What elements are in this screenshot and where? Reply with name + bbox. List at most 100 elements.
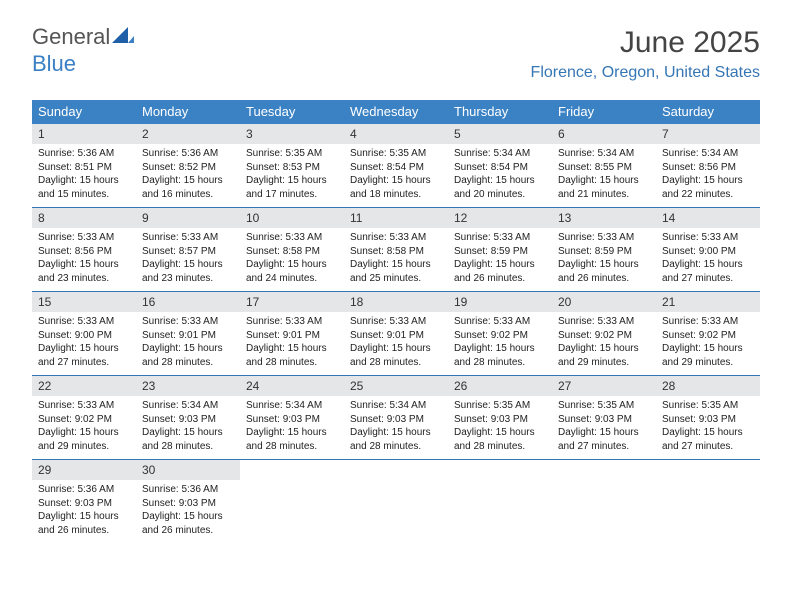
day-details: Sunrise: 5:36 AMSunset: 9:03 PMDaylight:…: [32, 480, 136, 537]
calendar-day: 1Sunrise: 5:36 AMSunset: 8:51 PMDaylight…: [32, 124, 136, 207]
day-number: 3: [240, 124, 344, 144]
day-details: Sunrise: 5:33 AMSunset: 9:02 PMDaylight:…: [448, 312, 552, 369]
calendar-day: 15Sunrise: 5:33 AMSunset: 9:00 PMDayligh…: [32, 292, 136, 375]
calendar-day: [448, 460, 552, 543]
page-title: June 2025: [620, 26, 760, 60]
logo-text-2: Blue: [32, 51, 76, 76]
day-details: Sunrise: 5:33 AMSunset: 8:56 PMDaylight:…: [32, 228, 136, 285]
calendar-day: [240, 460, 344, 543]
day-details: Sunrise: 5:35 AMSunset: 9:03 PMDaylight:…: [448, 396, 552, 453]
logo: General Blue: [32, 24, 134, 77]
day-number: 13: [552, 208, 656, 228]
day-details: Sunrise: 5:36 AMSunset: 9:03 PMDaylight:…: [136, 480, 240, 537]
day-details: Sunrise: 5:33 AMSunset: 9:00 PMDaylight:…: [32, 312, 136, 369]
calendar-day: 2Sunrise: 5:36 AMSunset: 8:52 PMDaylight…: [136, 124, 240, 207]
day-details: Sunrise: 5:35 AMSunset: 9:03 PMDaylight:…: [552, 396, 656, 453]
day-details: Sunrise: 5:33 AMSunset: 9:01 PMDaylight:…: [136, 312, 240, 369]
day-number: 22: [32, 376, 136, 396]
day-details: Sunrise: 5:33 AMSunset: 8:59 PMDaylight:…: [448, 228, 552, 285]
day-details: Sunrise: 5:35 AMSunset: 9:03 PMDaylight:…: [656, 396, 760, 453]
day-number: 15: [32, 292, 136, 312]
day-number: 27: [552, 376, 656, 396]
day-details: Sunrise: 5:33 AMSunset: 9:02 PMDaylight:…: [32, 396, 136, 453]
day-number: 29: [32, 460, 136, 480]
calendar-day: 21Sunrise: 5:33 AMSunset: 9:02 PMDayligh…: [656, 292, 760, 375]
calendar-day: 5Sunrise: 5:34 AMSunset: 8:54 PMDaylight…: [448, 124, 552, 207]
calendar-day: 11Sunrise: 5:33 AMSunset: 8:58 PMDayligh…: [344, 208, 448, 291]
day-number: 10: [240, 208, 344, 228]
day-number: 4: [344, 124, 448, 144]
day-number: 6: [552, 124, 656, 144]
page-subtitle: Florence, Oregon, United States: [531, 64, 760, 82]
calendar-week: 15Sunrise: 5:33 AMSunset: 9:00 PMDayligh…: [32, 292, 760, 376]
calendar-day: 25Sunrise: 5:34 AMSunset: 9:03 PMDayligh…: [344, 376, 448, 459]
day-details: Sunrise: 5:34 AMSunset: 8:56 PMDaylight:…: [656, 144, 760, 201]
day-details: Sunrise: 5:33 AMSunset: 9:00 PMDaylight:…: [656, 228, 760, 285]
day-details: Sunrise: 5:33 AMSunset: 9:02 PMDaylight:…: [656, 312, 760, 369]
day-number: 16: [136, 292, 240, 312]
logo-text-1: General: [32, 24, 110, 49]
day-details: Sunrise: 5:36 AMSunset: 8:52 PMDaylight:…: [136, 144, 240, 201]
day-number: 5: [448, 124, 552, 144]
day-details: Sunrise: 5:34 AMSunset: 8:54 PMDaylight:…: [448, 144, 552, 201]
day-number: 24: [240, 376, 344, 396]
calendar-day: 17Sunrise: 5:33 AMSunset: 9:01 PMDayligh…: [240, 292, 344, 375]
calendar-day: 3Sunrise: 5:35 AMSunset: 8:53 PMDaylight…: [240, 124, 344, 207]
day-number: 7: [656, 124, 760, 144]
day-number: 2: [136, 124, 240, 144]
calendar-week: 29Sunrise: 5:36 AMSunset: 9:03 PMDayligh…: [32, 460, 760, 543]
calendar-day: 27Sunrise: 5:35 AMSunset: 9:03 PMDayligh…: [552, 376, 656, 459]
calendar-week: 1Sunrise: 5:36 AMSunset: 8:51 PMDaylight…: [32, 124, 760, 208]
day-details: Sunrise: 5:33 AMSunset: 8:57 PMDaylight:…: [136, 228, 240, 285]
day-details: Sunrise: 5:33 AMSunset: 9:01 PMDaylight:…: [240, 312, 344, 369]
day-number: 20: [552, 292, 656, 312]
day-number: 23: [136, 376, 240, 396]
calendar-day: 6Sunrise: 5:34 AMSunset: 8:55 PMDaylight…: [552, 124, 656, 207]
calendar-day: 16Sunrise: 5:33 AMSunset: 9:01 PMDayligh…: [136, 292, 240, 375]
day-details: Sunrise: 5:35 AMSunset: 8:53 PMDaylight:…: [240, 144, 344, 201]
calendar-day: 30Sunrise: 5:36 AMSunset: 9:03 PMDayligh…: [136, 460, 240, 543]
calendar-day: 20Sunrise: 5:33 AMSunset: 9:02 PMDayligh…: [552, 292, 656, 375]
calendar-day: 22Sunrise: 5:33 AMSunset: 9:02 PMDayligh…: [32, 376, 136, 459]
day-number: 28: [656, 376, 760, 396]
calendar-day: 13Sunrise: 5:33 AMSunset: 8:59 PMDayligh…: [552, 208, 656, 291]
calendar-day: 7Sunrise: 5:34 AMSunset: 8:56 PMDaylight…: [656, 124, 760, 207]
calendar-day: [344, 460, 448, 543]
day-details: Sunrise: 5:34 AMSunset: 9:03 PMDaylight:…: [136, 396, 240, 453]
calendar-week: 22Sunrise: 5:33 AMSunset: 9:02 PMDayligh…: [32, 376, 760, 460]
day-number: 26: [448, 376, 552, 396]
calendar-day: 18Sunrise: 5:33 AMSunset: 9:01 PMDayligh…: [344, 292, 448, 375]
weekday-header-row: SundayMondayTuesdayWednesdayThursdayFrid…: [32, 100, 760, 124]
day-details: Sunrise: 5:35 AMSunset: 8:54 PMDaylight:…: [344, 144, 448, 201]
day-number: 19: [448, 292, 552, 312]
weekday-header: Wednesday: [344, 100, 448, 124]
weekday-header: Monday: [136, 100, 240, 124]
day-details: Sunrise: 5:34 AMSunset: 9:03 PMDaylight:…: [344, 396, 448, 453]
day-number: 11: [344, 208, 448, 228]
day-details: Sunrise: 5:33 AMSunset: 8:58 PMDaylight:…: [344, 228, 448, 285]
calendar: SundayMondayTuesdayWednesdayThursdayFrid…: [32, 100, 760, 543]
day-details: Sunrise: 5:34 AMSunset: 9:03 PMDaylight:…: [240, 396, 344, 453]
calendar-day: 28Sunrise: 5:35 AMSunset: 9:03 PMDayligh…: [656, 376, 760, 459]
calendar-day: 23Sunrise: 5:34 AMSunset: 9:03 PMDayligh…: [136, 376, 240, 459]
weekday-header: Tuesday: [240, 100, 344, 124]
day-number: 17: [240, 292, 344, 312]
day-details: Sunrise: 5:33 AMSunset: 9:02 PMDaylight:…: [552, 312, 656, 369]
calendar-day: [656, 460, 760, 543]
day-details: Sunrise: 5:33 AMSunset: 8:58 PMDaylight:…: [240, 228, 344, 285]
day-number: 30: [136, 460, 240, 480]
day-number: 8: [32, 208, 136, 228]
calendar-day: 12Sunrise: 5:33 AMSunset: 8:59 PMDayligh…: [448, 208, 552, 291]
calendar-day: 24Sunrise: 5:34 AMSunset: 9:03 PMDayligh…: [240, 376, 344, 459]
day-number: 14: [656, 208, 760, 228]
day-number: 9: [136, 208, 240, 228]
day-number: 1: [32, 124, 136, 144]
day-number: 25: [344, 376, 448, 396]
day-details: Sunrise: 5:34 AMSunset: 8:55 PMDaylight:…: [552, 144, 656, 201]
calendar-day: 8Sunrise: 5:33 AMSunset: 8:56 PMDaylight…: [32, 208, 136, 291]
weekday-header: Thursday: [448, 100, 552, 124]
calendar-day: 4Sunrise: 5:35 AMSunset: 8:54 PMDaylight…: [344, 124, 448, 207]
calendar-day: 29Sunrise: 5:36 AMSunset: 9:03 PMDayligh…: [32, 460, 136, 543]
calendar-day: 14Sunrise: 5:33 AMSunset: 9:00 PMDayligh…: [656, 208, 760, 291]
day-details: Sunrise: 5:36 AMSunset: 8:51 PMDaylight:…: [32, 144, 136, 201]
